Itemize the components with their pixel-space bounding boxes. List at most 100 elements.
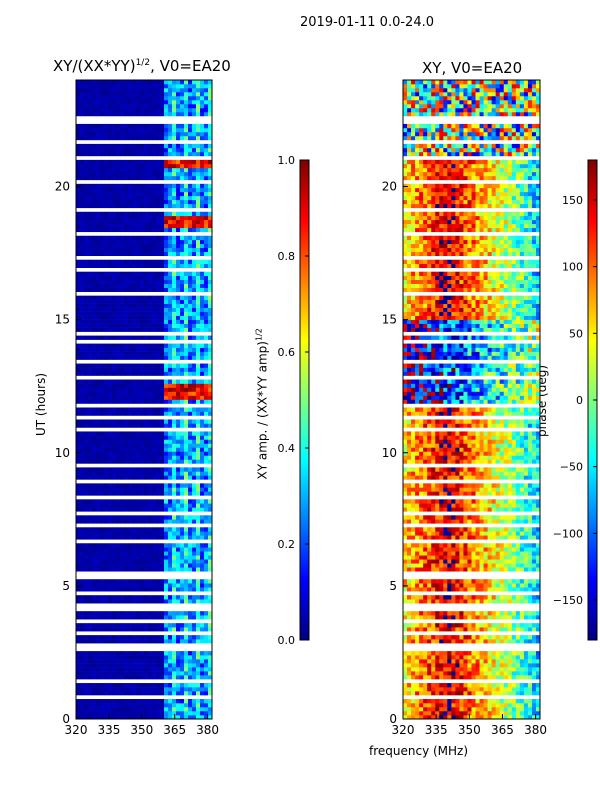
amplitude-cell xyxy=(76,419,81,424)
amplitude-cell xyxy=(184,323,189,328)
amplitude-row xyxy=(76,599,212,604)
phase-row xyxy=(403,687,540,692)
amplitude-cell xyxy=(108,399,113,404)
amplitude-cell xyxy=(140,535,145,540)
amplitude-cell xyxy=(200,671,205,676)
amplitude-cell xyxy=(112,95,117,101)
amplitude-cell xyxy=(112,499,117,504)
amplitude-cell xyxy=(80,315,85,320)
amplitude-cell xyxy=(140,187,145,193)
amplitude-cell xyxy=(200,187,205,193)
amplitude-cell xyxy=(192,323,197,328)
amplitude-cell xyxy=(84,167,89,173)
amplitude-cell xyxy=(156,163,161,169)
amplitude-cell xyxy=(192,147,197,153)
amplitude-cell xyxy=(156,715,161,719)
amplitude-cell xyxy=(76,251,81,257)
amplitude-cell xyxy=(136,211,141,217)
amplitude-cell xyxy=(180,471,185,476)
amplitude-cell xyxy=(176,531,181,536)
amplitude-cell xyxy=(128,499,133,504)
amplitude-cell xyxy=(128,271,133,276)
amplitude-cell xyxy=(132,567,137,572)
amplitude-cell xyxy=(132,135,137,141)
amplitude-cell xyxy=(168,147,173,153)
amplitude-cell xyxy=(164,563,169,568)
amplitude-cell xyxy=(136,487,141,492)
amplitude-cell xyxy=(200,623,205,628)
amplitude-cell xyxy=(196,691,201,696)
amplitude-row xyxy=(76,147,212,153)
amplitude-cell xyxy=(164,547,169,552)
amplitude-row xyxy=(76,615,212,620)
amplitude-cell xyxy=(172,203,177,209)
amplitude-cell xyxy=(104,311,109,316)
amplitude-cell xyxy=(96,379,101,384)
amplitude-cell xyxy=(208,191,212,197)
phase-cell xyxy=(411,711,416,716)
amplitude-cell xyxy=(164,239,169,245)
amplitude-cell xyxy=(152,487,157,492)
amplitude-row xyxy=(76,551,212,556)
amplitude-cell xyxy=(188,531,193,536)
amplitude-cell xyxy=(80,263,85,268)
amplitude-cell xyxy=(104,175,109,181)
phase-cell xyxy=(427,675,432,680)
amplitude-cell xyxy=(192,443,197,448)
amplitude-cell xyxy=(144,543,149,548)
amplitude-cell xyxy=(184,559,189,564)
amplitude-cell xyxy=(88,659,93,664)
amplitude-cell xyxy=(80,715,85,719)
amplitude-cell xyxy=(96,635,101,640)
phase-cell xyxy=(479,687,484,692)
amplitude-cell xyxy=(128,87,133,93)
amplitude-cell xyxy=(148,99,153,105)
amplitude-cell xyxy=(188,667,193,672)
phase-cell xyxy=(467,707,472,712)
amplitude-cell xyxy=(124,459,129,464)
amplitude-cell xyxy=(188,383,193,388)
amplitude-cell xyxy=(136,467,141,472)
amplitude-cell xyxy=(148,323,153,328)
amplitude-cell xyxy=(164,363,169,368)
amplitude-cell xyxy=(152,175,157,181)
amplitude-cell xyxy=(84,183,89,189)
amplitude-row xyxy=(76,243,212,249)
amplitude-cell xyxy=(152,107,157,113)
amplitude-cell xyxy=(148,635,153,640)
amplitude-cell xyxy=(160,675,165,680)
phase-cell xyxy=(451,675,456,680)
amplitude-row xyxy=(76,459,212,464)
amplitude-cell xyxy=(152,143,157,149)
amplitude-cell xyxy=(112,327,117,332)
amplitude-cell xyxy=(100,583,105,588)
amplitude-cell xyxy=(176,399,181,404)
amplitude-row xyxy=(76,499,212,504)
amplitude-cell xyxy=(132,455,137,460)
amplitude-row xyxy=(76,583,212,588)
phase-cell xyxy=(523,703,529,708)
amplitude-cell xyxy=(200,411,205,416)
amplitude-cell xyxy=(144,683,149,688)
phase-cell xyxy=(491,675,496,680)
amplitude-cell xyxy=(124,351,129,356)
amplitude-cell xyxy=(180,411,185,416)
amplitude-cell xyxy=(108,387,113,392)
amplitude-cell xyxy=(204,407,209,412)
amplitude-cell xyxy=(144,247,149,253)
amplitude-cell xyxy=(124,531,129,536)
amplitude-cell xyxy=(184,467,189,472)
amplitude-cell xyxy=(148,491,153,496)
phase-cell xyxy=(479,675,484,680)
amplitude-cell xyxy=(92,423,97,428)
amplitude-cell xyxy=(204,667,209,672)
amplitude-cell xyxy=(100,143,105,149)
amplitude-cell xyxy=(176,547,181,552)
amplitude-cell xyxy=(196,451,201,456)
amplitude-cell xyxy=(120,371,125,376)
phase-cell xyxy=(527,687,533,692)
amplitude-cell xyxy=(120,151,125,157)
amplitude-cell xyxy=(180,147,185,153)
amplitude-cell xyxy=(144,467,149,472)
amplitude-cell xyxy=(188,175,193,181)
